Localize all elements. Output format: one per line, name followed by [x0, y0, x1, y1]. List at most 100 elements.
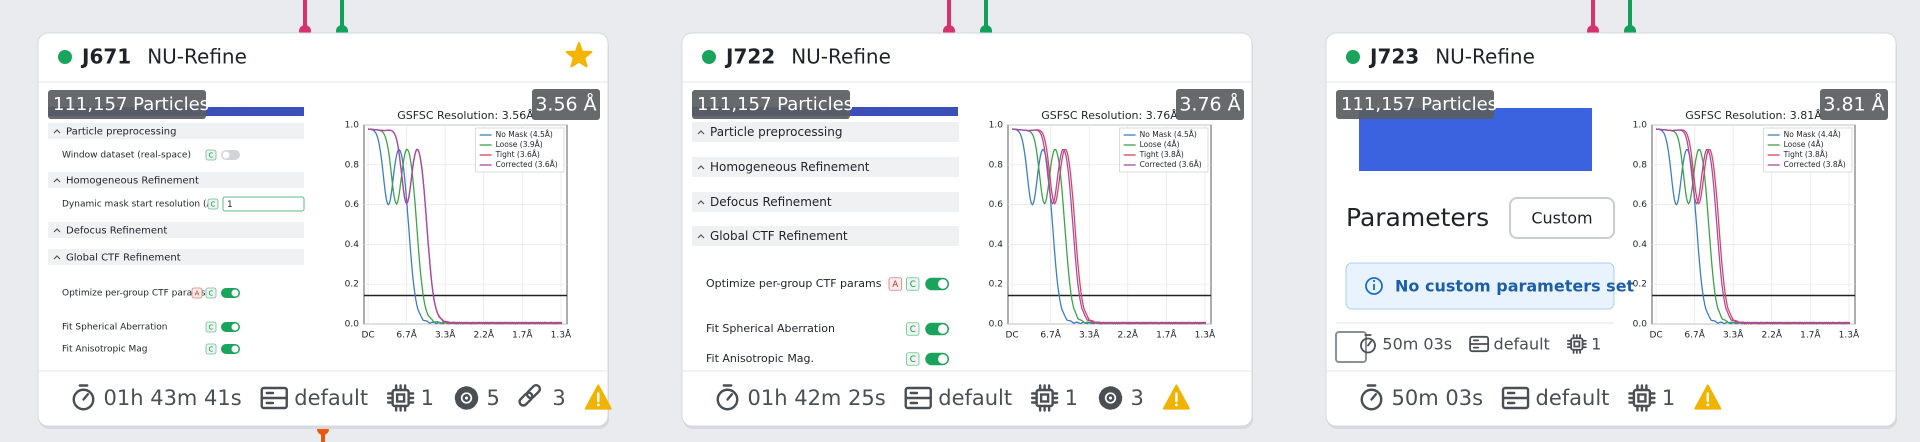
y-tick-label: 0.6 — [989, 200, 1004, 210]
legend-label: Loose (4Å) — [1140, 140, 1180, 149]
y-tick-label: 0.8 — [1633, 160, 1648, 170]
section-row[interactable] — [48, 123, 304, 139]
job-card[interactable]: J722 NU-Refine Particle preprocessing Homog… — [681, 32, 1253, 429]
job-type: NU-Refine — [1435, 45, 1535, 69]
x-tick-label: 3.3Å — [435, 329, 456, 341]
star[interactable] — [565, 42, 593, 68]
section-row[interactable] — [48, 172, 304, 188]
icon-part — [1102, 389, 1119, 407]
status-dot — [1346, 50, 1360, 64]
parameter-label: Fit Anisotropic Mag. — [706, 352, 814, 365]
y-tick-label: 0.4 — [989, 240, 1004, 250]
input-box[interactable] — [222, 196, 305, 212]
badge-text: C — [209, 324, 214, 332]
icon-part — [1360, 337, 1376, 354]
footer-lane: default — [294, 386, 368, 410]
gpus-icon — [1628, 384, 1656, 412]
resolution-badge — [1176, 89, 1244, 120]
badge-text: C — [910, 325, 916, 335]
section-row[interactable] — [692, 192, 959, 212]
badge-text: A — [195, 290, 200, 298]
lane-icon — [1469, 335, 1490, 353]
badge — [888, 277, 902, 291]
footer-parameters: 3 — [1131, 386, 1144, 410]
particles-count: 111,157 Particles — [1341, 94, 1497, 115]
x-tick-label: 3.3Å — [1079, 329, 1100, 341]
section-row[interactable] — [48, 222, 304, 238]
parameter-label: Fit Spherical Aberration — [706, 322, 835, 335]
icon-part — [1637, 393, 1647, 403]
x-tick-label: 2.2Å — [474, 329, 495, 341]
section-label: Global CTF Refinement — [710, 229, 848, 243]
badge — [906, 277, 920, 291]
section-label: Homogeneous Refinement — [710, 160, 870, 174]
legend-label: Tight (3.8Å) — [1139, 150, 1184, 159]
badge-text: C — [910, 355, 916, 365]
toggle-knob — [222, 151, 230, 159]
toggle-knob — [938, 324, 948, 334]
section-row[interactable] — [692, 226, 959, 246]
resolution: 3.81 Å — [1823, 93, 1884, 116]
x-tick-label: 3.3Å — [1723, 329, 1744, 341]
toggle-knob — [231, 289, 239, 297]
fsc-curve — [368, 128, 563, 325]
y-tick-label: 0.2 — [1633, 280, 1647, 290]
toggle-knob — [938, 354, 948, 364]
duration-icon — [72, 384, 95, 411]
y-tick-label: 0.8 — [345, 160, 360, 170]
legend-label: Corrected (3.6Å) — [496, 160, 558, 169]
caret — [53, 255, 61, 260]
job-card[interactable]: J723 NU-Refine Parameters Custom No custom p… — [1325, 32, 1897, 429]
section-row[interactable] — [692, 157, 959, 177]
particles-count: 111,157 Particles — [697, 94, 853, 115]
parameters-icon — [1098, 386, 1123, 410]
y-tick-label: 0.0 — [1633, 320, 1648, 330]
x-tick-label: 2.2Å — [1762, 329, 1783, 341]
job-card[interactable]: J671 NU-Refine Particle preprocessing Windo… — [37, 32, 612, 429]
plot-title: GSFSC Resolution: 3.76Å — [1041, 109, 1178, 122]
y-tick-label: 0.0 — [989, 320, 1004, 330]
legend-label: No Mask (4.5Å) — [1140, 130, 1197, 139]
x-tick-label: DC — [1005, 331, 1018, 341]
parameters-icon — [454, 386, 479, 410]
section-row[interactable] — [692, 122, 959, 142]
footer-duration: 50m 03s — [1392, 386, 1484, 410]
toggle-knob — [231, 323, 239, 331]
icon-part — [458, 389, 475, 407]
lane-icon — [904, 386, 932, 410]
section-label: Defocus Refinement — [710, 195, 832, 209]
job-id: J671 — [80, 45, 131, 69]
section-row[interactable] — [48, 249, 304, 265]
icon-part — [525, 383, 542, 400]
icon-part — [454, 386, 479, 410]
x-tick-label: 1.7Å — [512, 329, 533, 341]
section-label: Particle preprocessing — [710, 125, 843, 139]
custom-button[interactable] — [1509, 197, 1615, 239]
toggle-knob — [938, 279, 948, 289]
resolution: 3.76 Å — [1179, 93, 1240, 116]
badge-text: C — [209, 346, 214, 354]
job-id: J722 — [724, 45, 775, 69]
footer-gpus: 1 — [1065, 386, 1078, 410]
parameter-label: Fit Anisotropic Mag — [62, 345, 148, 355]
gpus-icon — [1566, 334, 1587, 354]
section-heading: Parameters — [1346, 203, 1489, 232]
x-tick-label: DC — [361, 331, 374, 341]
y-tick-label: 0.6 — [1633, 200, 1648, 210]
caret — [697, 234, 705, 239]
legend-label: Tight (3.6Å) — [495, 150, 540, 159]
caret — [53, 178, 61, 183]
x-tick-label: 6.7Å — [1040, 329, 1061, 341]
x-tick-label: 1.7Å — [1156, 329, 1177, 341]
resolution-badge — [1820, 89, 1888, 120]
badge — [205, 287, 217, 299]
particles-count: 111,157 Particles — [53, 94, 209, 115]
fsc-curve — [1012, 128, 1207, 325]
particles-badge — [48, 90, 206, 119]
icon-part — [1360, 388, 1383, 411]
footer-gpus: 1 — [1591, 335, 1601, 354]
icon-part — [518, 391, 534, 407]
y-tick-label: 1.0 — [345, 121, 360, 131]
job-id: J723 — [1368, 45, 1419, 69]
